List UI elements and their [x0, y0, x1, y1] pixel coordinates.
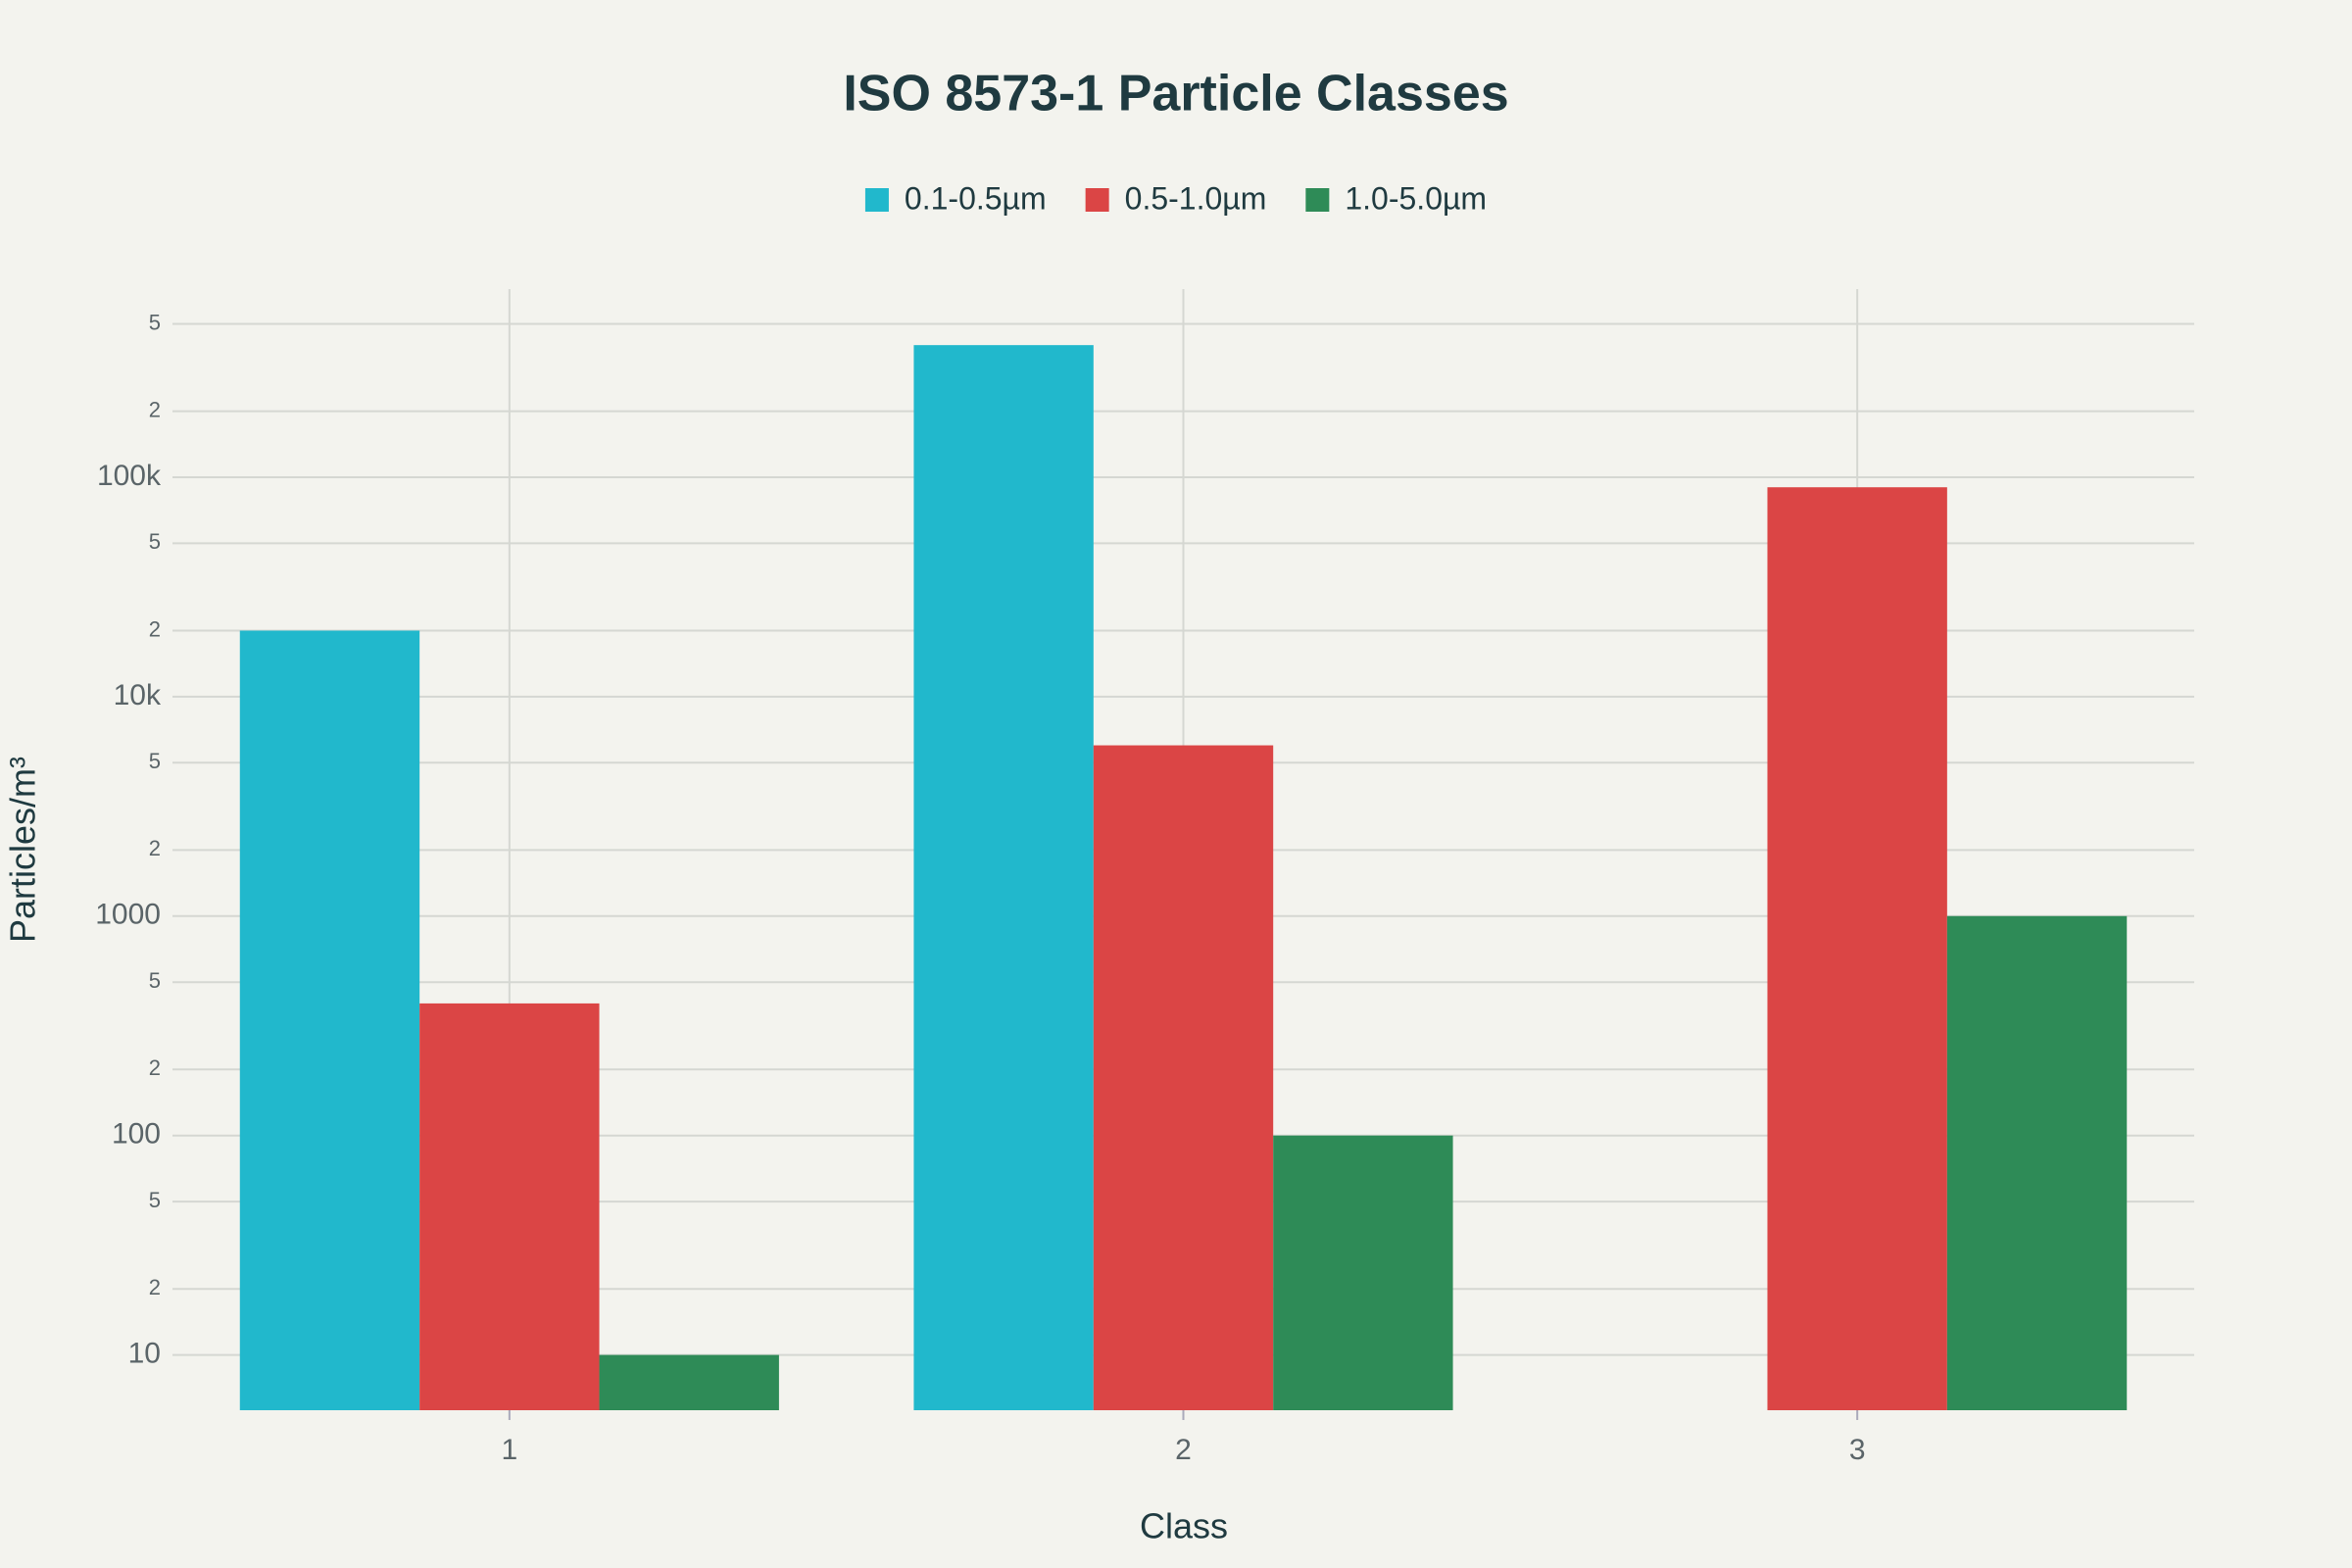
- bar: [1273, 1135, 1453, 1410]
- bar: [913, 345, 1094, 1410]
- y-tick-label: 5: [149, 310, 161, 334]
- x-tick-label: 2: [1175, 1434, 1192, 1466]
- y-tick-label: 2: [149, 616, 161, 641]
- x-axis-title: Class: [1140, 1506, 1228, 1546]
- y-tick-label: 2: [149, 1055, 161, 1080]
- y-tick-label: 5: [149, 968, 161, 993]
- y-tick-label: 100: [112, 1118, 161, 1151]
- bar: [239, 630, 420, 1410]
- legend-label: 1.0-5.0µm: [1345, 180, 1487, 216]
- y-tick-label: 1000: [95, 899, 161, 931]
- legend-label: 0.5-1.0µm: [1125, 180, 1267, 216]
- legend-swatch: [1305, 188, 1330, 212]
- x-tick-label: 3: [1849, 1434, 1866, 1466]
- bar: [1093, 745, 1274, 1410]
- y-tick-label: 10: [128, 1338, 161, 1370]
- y-tick-label: 100k: [97, 460, 162, 492]
- y-tick-label: 2: [149, 397, 161, 421]
- y-tick-label: 2: [149, 836, 161, 860]
- y-tick-label: 5: [149, 529, 161, 554]
- bar: [599, 1354, 779, 1410]
- y-tick-label: 5: [149, 749, 161, 773]
- y-tick-label: 2: [149, 1275, 161, 1299]
- legend-label: 0.1-0.5µm: [905, 180, 1047, 216]
- x-tick-label: 1: [501, 1434, 517, 1466]
- y-axis-title: Particles/m³: [3, 757, 43, 943]
- bar: [419, 1003, 600, 1410]
- bar: [1946, 915, 2128, 1410]
- legend-swatch: [864, 188, 889, 212]
- y-tick-label: 5: [149, 1188, 161, 1212]
- bar: [1767, 487, 1947, 1410]
- y-tick-label: 10k: [114, 679, 162, 711]
- legend-swatch: [1085, 188, 1109, 212]
- chart-title: ISO 8573-1 Particle Classes: [843, 66, 1508, 122]
